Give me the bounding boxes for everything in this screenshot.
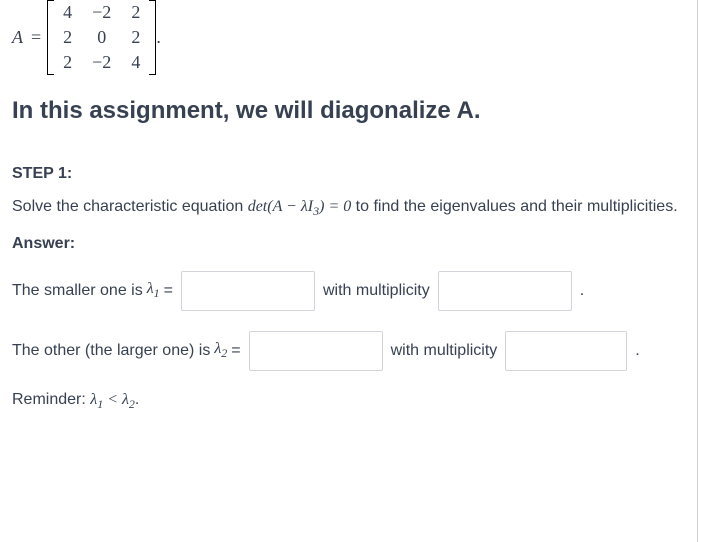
assignment-title: In this assignment, we will diagonalize … [12, 97, 716, 125]
matrix-trailing: . [156, 27, 161, 48]
lambda2-eq: = [231, 342, 240, 360]
lambda2-sub: 2 [221, 346, 227, 360]
step1-text-post: to find the eigenvalues and their multip… [351, 198, 677, 215]
lambda2-value-input[interactable] [249, 331, 383, 371]
lambda1-mid: with multiplicity [323, 282, 430, 300]
matrix-equals: = [31, 27, 41, 48]
matrix-cell: 2 [53, 25, 82, 50]
reminder-expr: λ1 < λ2 [90, 391, 135, 408]
right-divider [697, 0, 698, 542]
step1-text: Solve the characteristic equation det(A … [12, 195, 716, 221]
lambda1-eq: = [164, 282, 173, 300]
step1-equation: det(A − λI3) = 0 [248, 198, 352, 215]
matrix-cell: −2 [82, 0, 121, 25]
lambda2-pre: The other (the larger one) is [12, 342, 210, 360]
step1-label: STEP 1: [12, 165, 716, 183]
content-area: A = 4 −2 2 2 0 2 2 −2 4 [0, 0, 728, 424]
matrix-cell: −2 [82, 50, 121, 75]
lambda1-line: The smaller one is λ1 = with multiplicit… [12, 271, 716, 311]
lambda2-end: . [635, 342, 639, 360]
matrix-row-1: 2 0 2 [53, 25, 150, 50]
lambda2-line: The other (the larger one) is λ2 = with … [12, 331, 716, 371]
reminder-end: . [135, 391, 139, 408]
lambda2-mid: with multiplicity [391, 342, 498, 360]
lambda1-value-input[interactable] [181, 271, 315, 311]
reminder: Reminder: λ1 < λ2. [12, 391, 716, 412]
matrix-row-0: 4 −2 2 [53, 0, 150, 25]
lambda1-sub: 1 [154, 286, 160, 300]
matrix-cell: 4 [121, 50, 150, 75]
matrix-row-2: 2 −2 4 [53, 50, 150, 75]
answer-label: Answer: [12, 235, 716, 253]
matrix-cell: 2 [121, 25, 150, 50]
lambda1-mult-input[interactable] [438, 271, 572, 311]
matrix-table: 4 −2 2 2 0 2 2 −2 4 [53, 0, 150, 75]
lambda1-char: λ [147, 280, 154, 297]
lambda1-symbol: λ1 [147, 280, 160, 301]
matrix-cell: 0 [82, 25, 121, 50]
reminder-pre: Reminder: [12, 391, 90, 408]
matrix-cell: 2 [53, 50, 82, 75]
matrix-label: A [12, 27, 23, 48]
lambda1-pre: The smaller one is [12, 282, 143, 300]
lambda2-symbol: λ2 [214, 340, 227, 361]
matrix-cell: 4 [53, 0, 82, 25]
matrix-bracket: 4 −2 2 2 0 2 2 −2 4 [47, 0, 156, 75]
lambda1-end: . [580, 282, 584, 300]
step1-text-pre: Solve the characteristic equation [12, 198, 248, 215]
matrix-cell: 2 [121, 0, 150, 25]
matrix-definition: A = 4 −2 2 2 0 2 2 −2 4 [12, 0, 716, 75]
lambda2-mult-input[interactable] [505, 331, 627, 371]
